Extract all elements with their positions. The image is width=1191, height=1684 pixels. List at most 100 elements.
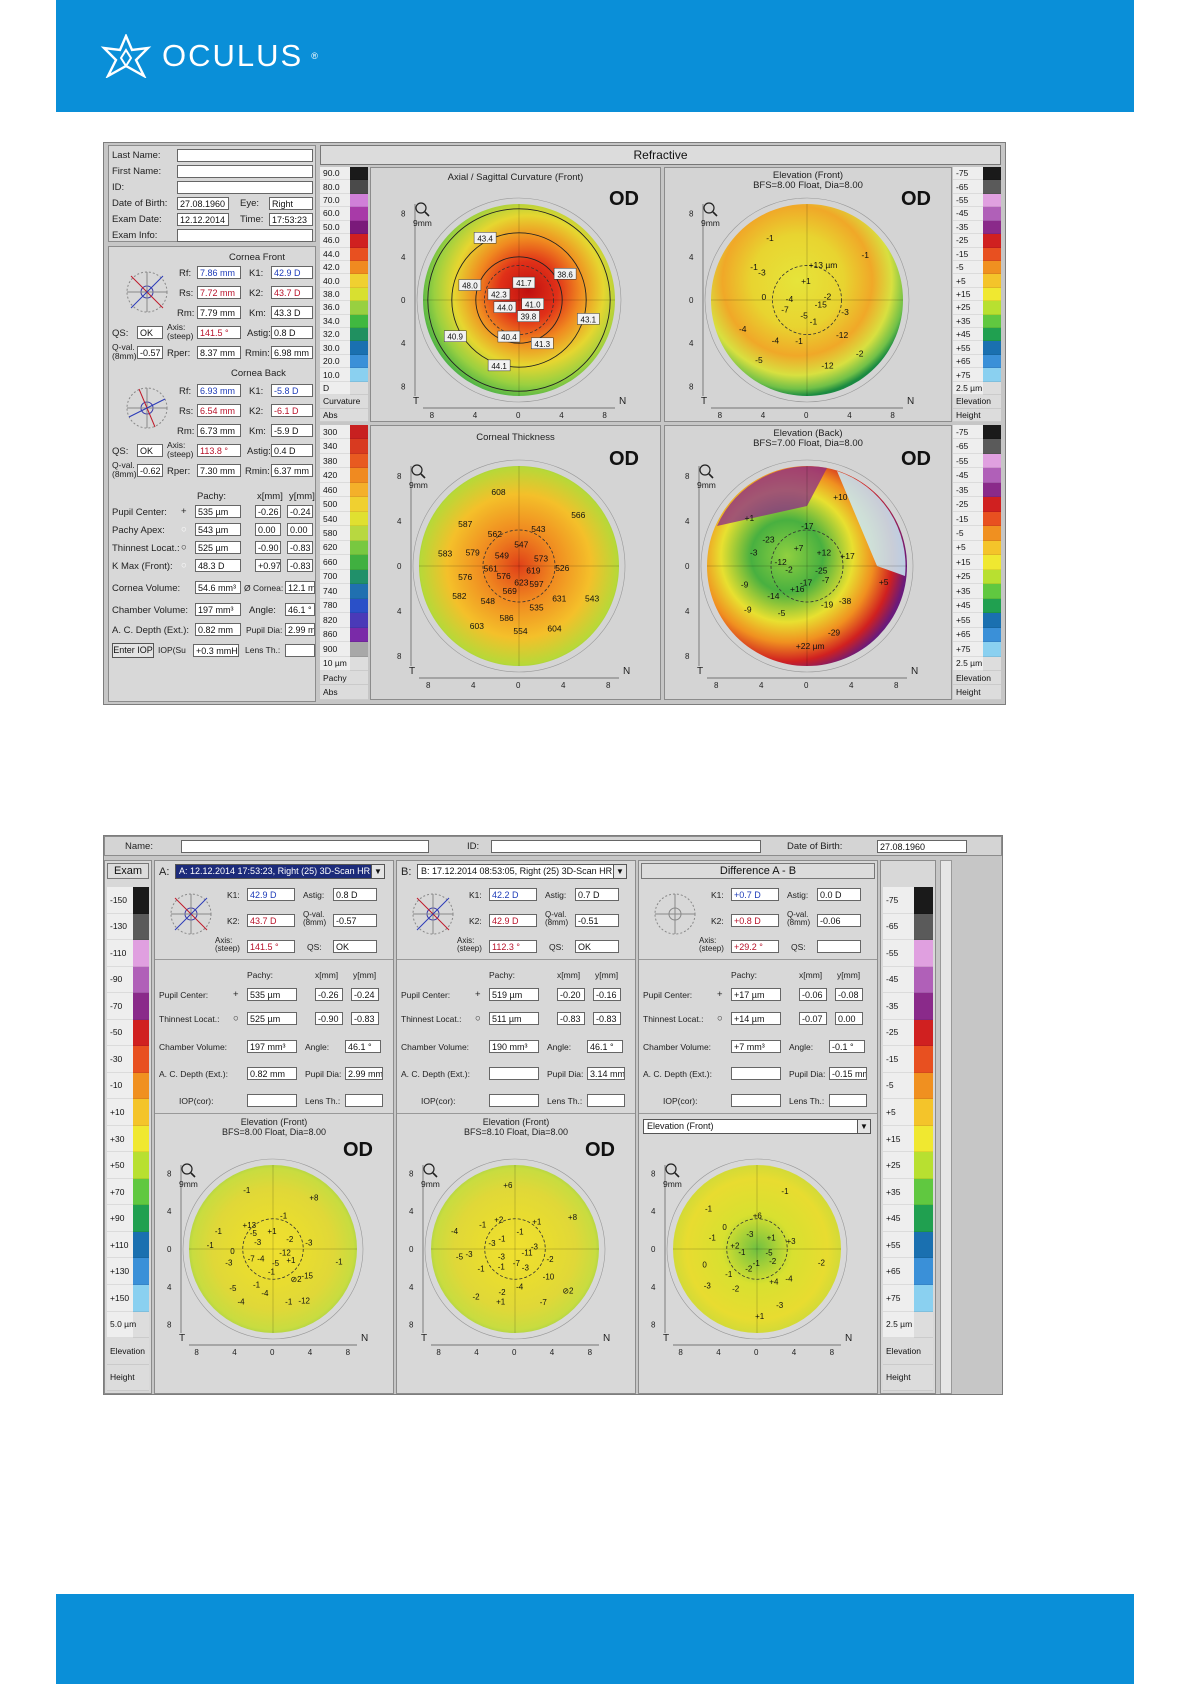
map-value: 576 <box>497 571 511 581</box>
x-tick-label: 8 <box>718 411 723 420</box>
eye-field[interactable]: Right <box>269 197 313 210</box>
enter-iop-button[interactable]: Enter IOP <box>112 643 154 658</box>
x-tick-label: 4 <box>761 411 766 420</box>
scale-step: 10.0 <box>320 368 368 382</box>
difference-title: Difference A - B <box>641 863 875 879</box>
k2-label: K2: <box>469 916 482 926</box>
x-tick-label: 8 <box>346 1348 351 1357</box>
id-field[interactable] <box>177 181 313 194</box>
scale-label: Curvature <box>320 395 368 409</box>
zoom-magnifier-icon[interactable] <box>665 1163 680 1178</box>
elevation-front-map[interactable]: Elevation (Front) BFS=8.00 Float, Dia=8.… <box>664 167 952 422</box>
scale-step: -75 <box>953 425 1001 440</box>
scale-step: 34.0 <box>320 314 368 329</box>
temporal-label: T <box>413 396 419 407</box>
pachy-scale: 300 340 380 420 460 500 540 580 620 660 700 740 780 8… <box>320 425 368 700</box>
thinnest-locat-y: -0.83 <box>287 541 313 554</box>
map-value: -1 <box>750 262 758 272</box>
map-value: +22 µm <box>796 641 825 651</box>
exam-info-field[interactable] <box>177 229 313 242</box>
nasal-label: N <box>911 666 918 677</box>
dob-field[interactable]: 27.08.1960 <box>177 197 229 210</box>
elevation-back-map[interactable]: Elevation (Back) BFS=7.00 Float, Dia=8.0… <box>664 425 952 700</box>
map-value: -29 <box>828 627 841 637</box>
map-value: -5 <box>250 1229 258 1238</box>
indices-panel: Cornea Front Rf: 7.86 mm K1: 42.9 D Rs: … <box>108 246 316 702</box>
scale-step: +45 <box>883 1205 933 1232</box>
vertical-scrollbar[interactable] <box>940 860 952 1394</box>
map-value: -2 <box>498 1288 506 1297</box>
exam-date-field[interactable]: 12.12.2014 <box>177 213 229 226</box>
map-value: -3 <box>498 1252 506 1261</box>
scale-step: 540 <box>320 511 368 527</box>
scale-step: 580 <box>320 526 368 541</box>
scale-step: +150 <box>107 1284 149 1312</box>
time-field[interactable]: 17:53:23 <box>269 213 313 226</box>
y-tick-label: 8 <box>651 1321 656 1330</box>
last-name-field[interactable] <box>177 149 313 162</box>
astig-field: 0.0 D <box>817 888 861 901</box>
map-value: +7 <box>794 543 804 553</box>
elevb-eye-label: OD <box>901 448 931 470</box>
first-name-field[interactable] <box>177 165 313 178</box>
name-field[interactable] <box>181 840 429 853</box>
map-value: -2 <box>732 1284 740 1293</box>
map-value: -1 <box>861 250 869 260</box>
scale-step: -35 <box>953 220 1001 235</box>
zoom-magnifier-icon[interactable] <box>703 202 718 217</box>
scale-step: 500 <box>320 497 368 512</box>
axis-diagram-icon <box>654 893 696 935</box>
acd-label: A. C. Depth (Ext.): <box>159 1069 228 1079</box>
y-tick-label: 8 <box>401 382 406 391</box>
scale-step: -150 <box>107 887 149 914</box>
exam-b-select[interactable]: B: 17.12.2014 08:53:05, Right (25) 3D-Sc… <box>417 864 627 879</box>
map-value: -1 <box>285 1297 293 1306</box>
exam-a-select[interactable]: A: 12.12.2014 17:53:23, Right (25) 3D-Sc… <box>175 864 385 879</box>
qs-field: OK <box>333 940 377 953</box>
zoom-magnifier-icon[interactable] <box>423 1163 438 1178</box>
scale-step: D <box>320 381 368 396</box>
last-name-label: Last Name: <box>112 150 161 161</box>
zoom-magnifier-icon[interactable] <box>411 464 426 479</box>
temporal-label: T <box>179 1333 185 1344</box>
zone-ring <box>451 232 587 368</box>
y-tick-label: 4 <box>409 1283 414 1292</box>
difference-map-select[interactable]: Elevation (Front) ▼ <box>643 1119 871 1134</box>
dob-field-2[interactable]: 27.08.1960 <box>877 840 967 853</box>
pupil-ring <box>770 529 844 603</box>
qval-label: Q-val. (8mm) <box>787 910 811 927</box>
pupil-center-icon: + <box>233 989 239 1000</box>
y-tick-label: 0 <box>685 562 690 571</box>
map-value: 623 <box>514 578 528 588</box>
thinnest-locat-label: Thinnest Locat.: <box>401 1014 462 1024</box>
scale-label: Elevation <box>883 1338 933 1365</box>
zoom-magnifier-icon[interactable] <box>699 464 714 479</box>
map-value: -4 <box>739 324 747 334</box>
x-tick-label: 4 <box>792 1348 797 1357</box>
scale-step: +130 <box>107 1258 149 1285</box>
pupil-center-pachy: 519 µm <box>489 988 539 1001</box>
corneal-thickness-map[interactable]: Corneal Thickness OD 8 8 4 4 0 0 4 4 8 8 9mm T N 619 6… <box>370 425 661 700</box>
map-value: -17 <box>801 521 814 531</box>
scale-step: -15 <box>953 511 1001 527</box>
map-value: -3 <box>750 547 758 557</box>
scale-step: +15 <box>953 555 1001 570</box>
back-rf-field: 6.93 mm <box>197 384 241 397</box>
thinnest-locat-icon: ○ <box>233 1013 239 1024</box>
zoom-magnifier-icon[interactable] <box>415 202 430 217</box>
map-value: -11 <box>522 1249 534 1258</box>
zoom-magnifier-icon[interactable] <box>181 1163 196 1178</box>
scale-step: +25 <box>883 1152 933 1179</box>
id-field-2[interactable] <box>491 840 761 853</box>
map-value: +1 <box>286 1256 296 1265</box>
qs-label: QS: <box>549 942 564 952</box>
pachy-header: Pachy: <box>197 491 227 502</box>
k1-field: 42.2 D <box>489 888 537 901</box>
angle-field: -0.1 ° <box>829 1040 865 1053</box>
x-tick-label: 8 <box>606 681 611 690</box>
chamber-volume-field: 190 mm³ <box>489 1040 539 1053</box>
